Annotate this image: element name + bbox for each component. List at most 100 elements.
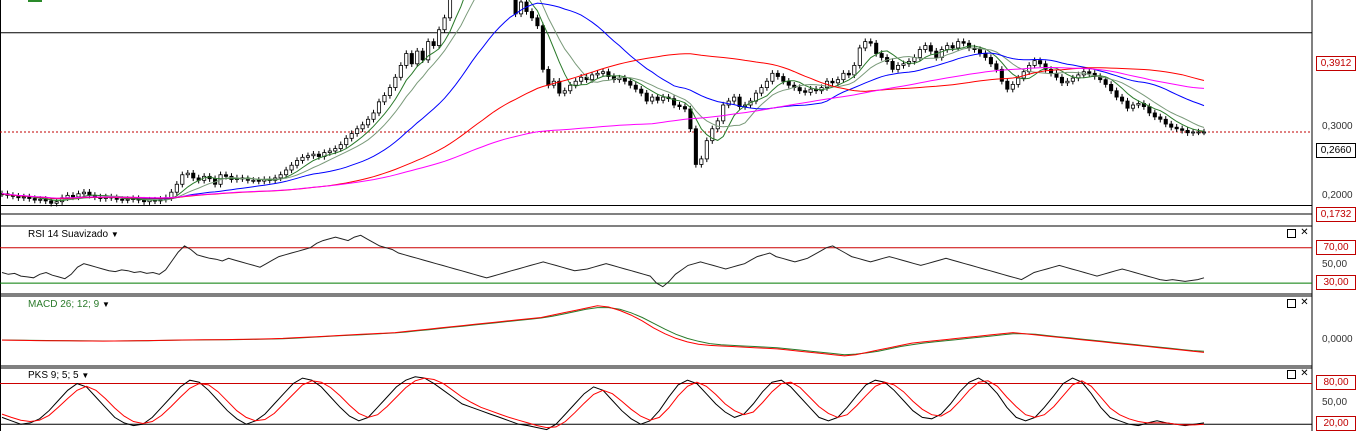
candle-body [393, 76, 398, 88]
candle-body [1185, 129, 1190, 134]
candle-body [1054, 72, 1059, 78]
pks-maximize-icon[interactable] [1287, 370, 1296, 379]
candle-body [879, 53, 884, 58]
candle-body [595, 72, 600, 76]
macd-line [1, 305, 1205, 357]
candle-body [295, 160, 300, 166]
ma-mid-line [1, 0, 1205, 201]
rsi-title-text: RSI 14 Suavizado [28, 229, 109, 240]
candle-body [562, 90, 567, 94]
candle-body [223, 174, 229, 177]
price-tick-0200: 0,2000 [1322, 190, 1353, 201]
candle-body [786, 80, 791, 86]
candle-body [344, 137, 349, 146]
candle-body [770, 72, 775, 82]
candle-body [917, 49, 922, 58]
candle-body [671, 98, 677, 106]
candle-body [251, 179, 256, 182]
candle-body [650, 96, 655, 102]
candle-body [338, 144, 343, 150]
rsi-close-icon[interactable]: ✕ [1300, 227, 1309, 238]
candle-body [1103, 79, 1108, 85]
candle-body [682, 106, 687, 110]
candle-body [579, 76, 584, 82]
candle-body [693, 128, 698, 165]
candle-body [1016, 77, 1021, 85]
candle-body [950, 45, 955, 49]
candle-body [1032, 60, 1037, 66]
pks-panel [0, 376, 1312, 431]
macd-dropdown-icon[interactable]: ▼ [101, 300, 110, 309]
candle-body [677, 104, 682, 108]
candle-body [644, 92, 649, 102]
candle-body [256, 179, 261, 182]
candle-body [781, 76, 786, 82]
rsi-maximize-icon[interactable] [1287, 229, 1296, 238]
candle-body [1163, 118, 1168, 125]
candle-body [376, 101, 382, 114]
candle-body [1174, 126, 1179, 130]
candle-body [32, 198, 37, 201]
candle-body [715, 120, 720, 130]
candle-body [1087, 71, 1092, 74]
candle-body [830, 80, 835, 84]
candle-body [775, 72, 780, 77]
candle-body [1043, 63, 1048, 70]
candle-body [1180, 128, 1185, 131]
macd-maximize-icon[interactable] [1287, 299, 1296, 308]
candle-body [169, 191, 174, 199]
candle-body [76, 193, 81, 198]
pks-dropdown-icon[interactable]: ▼ [81, 371, 90, 380]
pks-panel-title[interactable]: PKS 9; 5; 5 ▼ [28, 370, 89, 381]
candle-body [852, 64, 857, 76]
candle-body [300, 156, 305, 161]
candle-body [1070, 77, 1075, 82]
pks-level-20-tag: 20,00 [1316, 416, 1356, 431]
candle-body [38, 198, 43, 201]
candle-body [1114, 90, 1119, 98]
rsi-level-70-tag: 70,00 [1316, 240, 1356, 255]
candle-body [732, 96, 737, 102]
candle-body [125, 198, 130, 201]
candle-body [857, 47, 862, 66]
candle-body [1136, 103, 1141, 106]
candle-body [54, 201, 59, 204]
price-tick-0300: 0,3000 [1322, 121, 1353, 132]
candle-body [409, 53, 414, 65]
candle-body [316, 153, 321, 157]
rsi-panel-title[interactable]: RSI 14 Suavizado ▼ [28, 229, 119, 240]
candle-body [661, 96, 666, 101]
macd-close-icon[interactable]: ✕ [1300, 297, 1309, 308]
price-tag-high: 0,3912 [1316, 56, 1356, 71]
candle-body [142, 199, 147, 203]
candle-body [557, 80, 562, 94]
ma-slow-line [1, 2, 1205, 200]
candle-body [999, 68, 1004, 82]
candle-body [70, 194, 76, 198]
candle-body [759, 87, 764, 94]
candle-body [360, 124, 365, 130]
candle-body [519, 1, 524, 15]
pks-level-80-tag: 80,00 [1316, 375, 1356, 390]
rsi-panel [0, 234, 1312, 288]
candle-body [415, 50, 420, 65]
candle-body [387, 87, 392, 96]
candle-body [546, 68, 551, 86]
candle-body [16, 195, 21, 199]
macd-signal-line [1, 307, 1205, 356]
candle-body [568, 84, 573, 92]
legend-marker-icon [28, 0, 42, 2]
rsi-dropdown-icon[interactable]: ▼ [110, 230, 119, 239]
candle-body [764, 80, 769, 88]
candle-body [983, 53, 988, 58]
candle-body [890, 61, 895, 70]
candle-body [311, 153, 316, 157]
candle-body [606, 71, 611, 77]
candle-body [540, 25, 545, 70]
pks-close-icon[interactable]: ✕ [1300, 368, 1309, 379]
candle-body [49, 200, 54, 204]
candle-body [437, 29, 442, 46]
candle-body [349, 133, 354, 139]
macd-panel-title[interactable]: MACD 26; 12; 9 ▼ [28, 299, 110, 310]
